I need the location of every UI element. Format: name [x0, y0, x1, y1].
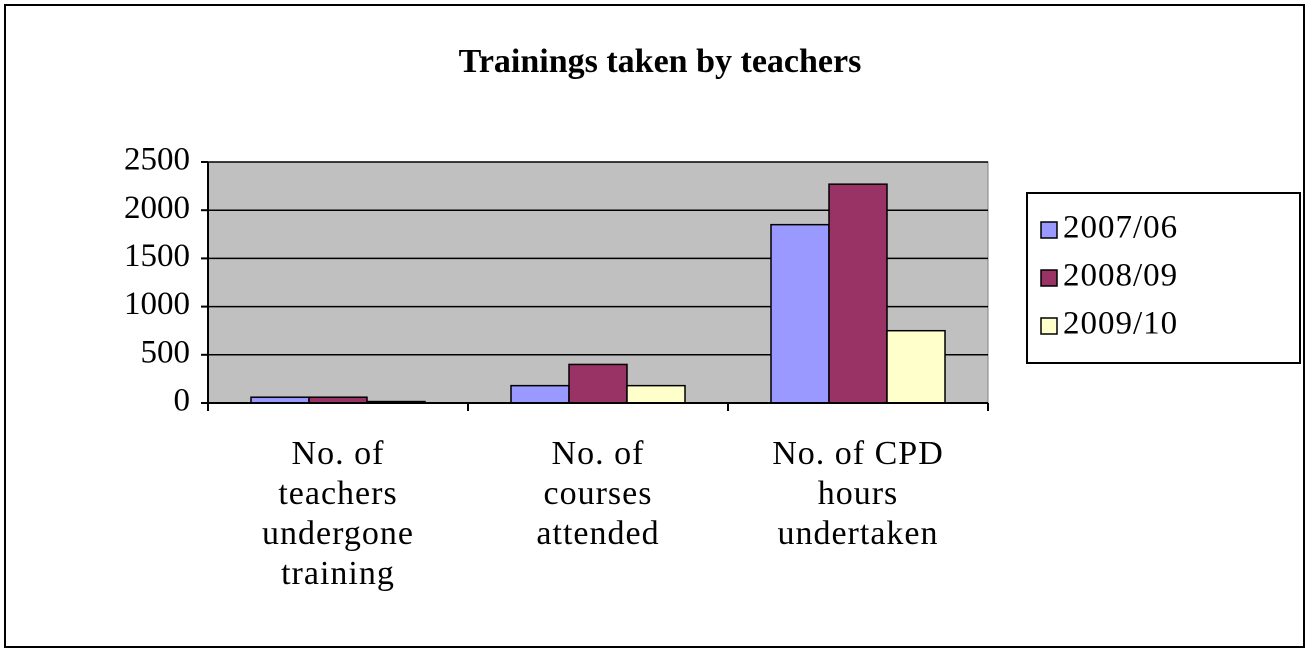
legend-swatch	[1040, 269, 1058, 287]
legend-swatch	[1040, 221, 1058, 239]
y-tick-label: 500	[141, 334, 191, 370]
legend-label: 2008/09	[1063, 258, 1178, 294]
legend-box	[1026, 192, 1301, 364]
bar	[568, 363, 628, 404]
y-tick-label: 1500	[124, 238, 190, 274]
x-tick-label: No. of courses attended	[536, 435, 660, 552]
x-tick-label: No. of teachers undergone training	[262, 435, 414, 592]
chart-title: Trainings taken by teachers	[459, 43, 862, 80]
legend-swatch	[1040, 317, 1058, 335]
bar	[510, 384, 570, 404]
y-tick-label: 1000	[124, 286, 190, 322]
x-tick-label: No. of CPD hours undertaken	[772, 435, 944, 552]
y-tick-label: 0	[174, 383, 191, 419]
y-tick-label: 2000	[124, 190, 190, 226]
legend-label: 2009/10	[1063, 306, 1178, 342]
legend-label: 2007/06	[1063, 210, 1178, 246]
bar	[770, 223, 830, 404]
bar	[828, 183, 888, 404]
bar	[886, 329, 946, 404]
y-tick-label: 2500	[124, 142, 190, 178]
bar	[626, 384, 686, 404]
